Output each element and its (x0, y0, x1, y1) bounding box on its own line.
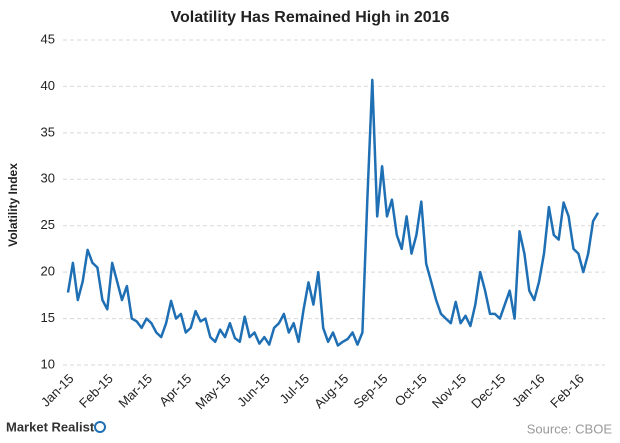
y-tick-label: 40 (41, 78, 55, 93)
logo-text: Market Realist (6, 419, 95, 434)
y-tick-label: 35 (41, 124, 55, 139)
logo: Market Realist (6, 419, 106, 434)
x-tick-label: Jan-15 (38, 371, 77, 410)
x-tick-label: Feb-16 (547, 371, 587, 411)
y-tick-label: 15 (41, 310, 55, 325)
x-tick-label: Dec-15 (468, 371, 508, 411)
x-tick-label: Oct-15 (392, 371, 430, 409)
y-tick-label: 20 (41, 264, 55, 279)
y-tick-label: 45 (41, 31, 55, 46)
x-tick-label: Jul-15 (276, 371, 312, 407)
logo-icon (94, 421, 106, 433)
y-axis-label: Volatility Index (6, 163, 20, 247)
x-tick-label: Mar-15 (115, 371, 155, 411)
y-tick-label: 10 (41, 356, 55, 371)
source: Source: CBOE (527, 421, 613, 436)
x-tick-label: Jan-16 (509, 371, 548, 410)
chart-title: Volatility Has Remained High in 2016 (171, 9, 450, 26)
x-tick-label: Nov-15 (429, 371, 469, 411)
x-tick-label: Apr-15 (156, 371, 194, 409)
x-tick-label: Jun-15 (234, 371, 273, 410)
y-tick-label: 25 (41, 217, 55, 232)
x-tick-label: May-15 (192, 371, 233, 412)
x-tick-label: Sep-15 (350, 371, 390, 411)
y-tick-label: 30 (41, 171, 55, 186)
line (66, 78, 600, 347)
x-tick-label: Feb-15 (76, 371, 116, 411)
x-tick-label: Aug-15 (311, 371, 351, 411)
